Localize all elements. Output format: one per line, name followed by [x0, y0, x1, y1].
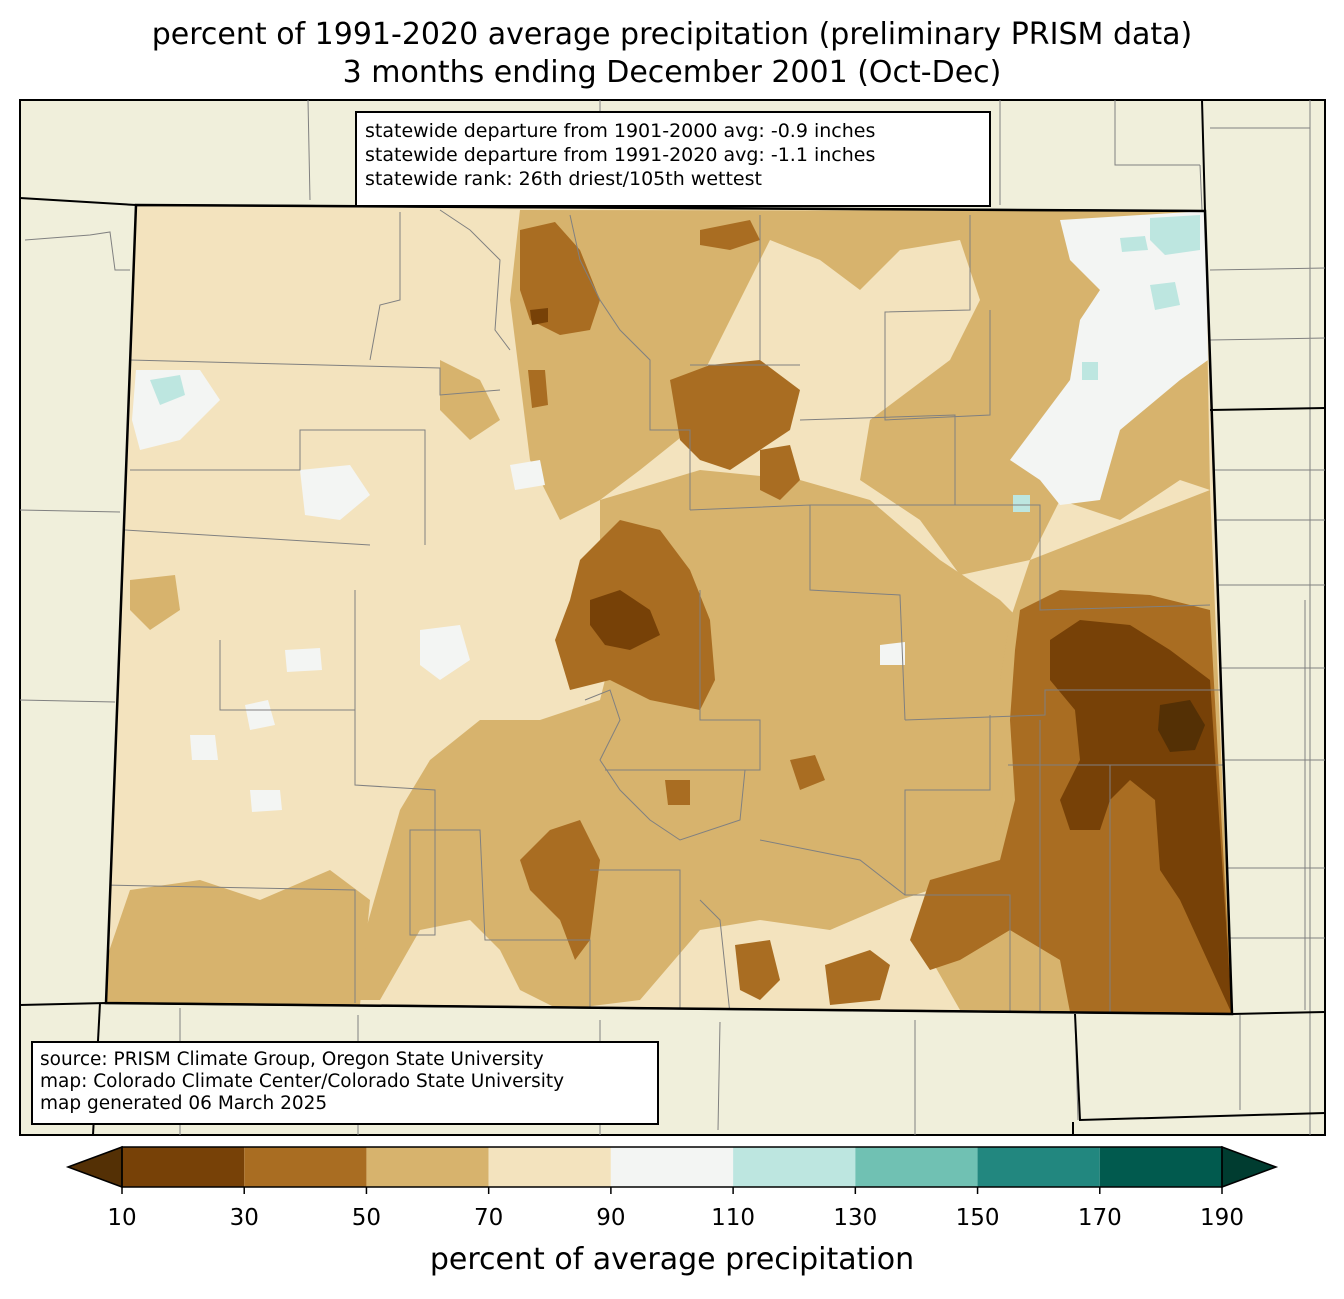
colorbar-tick-label: 130: [833, 1205, 878, 1231]
credits-source: source: PRISM Climate Group, Oregon Stat…: [40, 1049, 544, 1070]
colorbar-tick-label: 90: [596, 1205, 626, 1231]
colorbar-tick-label: 190: [1200, 1205, 1244, 1231]
precipitation-contours: [106, 209, 1232, 1014]
stats-departure-1991: statewide departure from 1991-2020 avg: …: [365, 144, 876, 166]
credits-generated: map generated 06 March 2025: [40, 1093, 328, 1114]
credits-map: map: Colorado Climate Center/Colorado St…: [40, 1071, 565, 1092]
stats-rank: statewide rank: 26th driest/105th wettes…: [365, 168, 762, 190]
colorbar-label: percent of average precipitation: [429, 1242, 915, 1277]
colorbar-tick-label: 10: [107, 1205, 137, 1231]
stats-departure-1901: statewide departure from 1901-2000 avg: …: [365, 120, 876, 142]
state-borders: [19, 99, 1326, 1136]
credits-box: source: PRISM Climate Group, Oregon Stat…: [31, 1041, 659, 1125]
colorbar-tick-label: 30: [229, 1205, 259, 1231]
colorbar-tick-label: 70: [474, 1205, 504, 1231]
colorbar-tick-label: 50: [351, 1205, 382, 1231]
map-title-line2: 3 months ending December 2001 (Oct-Dec): [342, 55, 1002, 90]
colorbar-tick-label: 170: [1077, 1205, 1122, 1231]
colorbar-tick-label: 110: [711, 1205, 756, 1231]
colorbar-tick-label: 150: [955, 1205, 1000, 1231]
statewide-stats-box: statewide departure from 1901-2000 avg: …: [355, 111, 991, 207]
map-title-line1: percent of 1991-2020 average precipitati…: [151, 17, 1193, 52]
